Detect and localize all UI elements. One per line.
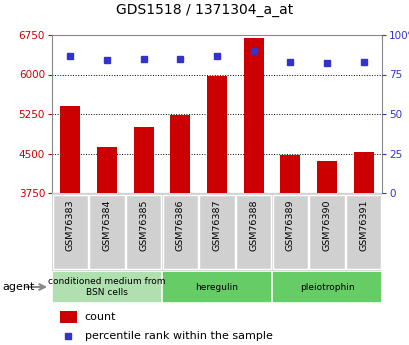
Text: conditioned medium from
BSN cells: conditioned medium from BSN cells bbox=[48, 277, 165, 297]
Bar bbox=[133, 127, 153, 193]
Bar bbox=[199, 195, 234, 269]
Bar bbox=[170, 115, 190, 193]
Bar bbox=[345, 195, 380, 269]
Text: heregulin: heregulin bbox=[195, 283, 238, 292]
Text: pleiotrophin: pleiotrophin bbox=[299, 283, 353, 292]
Bar bbox=[353, 152, 373, 193]
Bar bbox=[89, 195, 124, 269]
Bar bbox=[236, 195, 271, 269]
Text: GSM76391: GSM76391 bbox=[358, 199, 367, 251]
Bar bbox=[309, 195, 344, 269]
Text: GSM76388: GSM76388 bbox=[249, 199, 258, 251]
Bar bbox=[316, 161, 336, 193]
Bar bbox=[60, 106, 80, 193]
Bar bbox=[52, 271, 162, 303]
Bar bbox=[162, 271, 271, 303]
Bar bbox=[272, 195, 307, 269]
Text: count: count bbox=[85, 312, 116, 322]
Text: agent: agent bbox=[2, 282, 34, 292]
Text: GSM76384: GSM76384 bbox=[102, 199, 111, 251]
Bar bbox=[271, 271, 381, 303]
Text: GSM76387: GSM76387 bbox=[212, 199, 221, 251]
Text: GSM76390: GSM76390 bbox=[322, 199, 331, 251]
Bar bbox=[243, 38, 263, 193]
Text: GDS1518 / 1371304_a_at: GDS1518 / 1371304_a_at bbox=[116, 3, 293, 17]
Text: GSM76385: GSM76385 bbox=[139, 199, 148, 251]
Bar bbox=[97, 147, 117, 193]
Bar bbox=[126, 195, 161, 269]
Text: percentile rank within the sample: percentile rank within the sample bbox=[85, 331, 272, 341]
Bar bbox=[60, 311, 76, 323]
Bar bbox=[207, 76, 227, 193]
Bar bbox=[280, 155, 300, 193]
Text: GSM76389: GSM76389 bbox=[285, 199, 294, 251]
Bar bbox=[53, 195, 88, 269]
Bar bbox=[162, 195, 198, 269]
Text: GSM76386: GSM76386 bbox=[175, 199, 184, 251]
Text: GSM76383: GSM76383 bbox=[66, 199, 75, 251]
